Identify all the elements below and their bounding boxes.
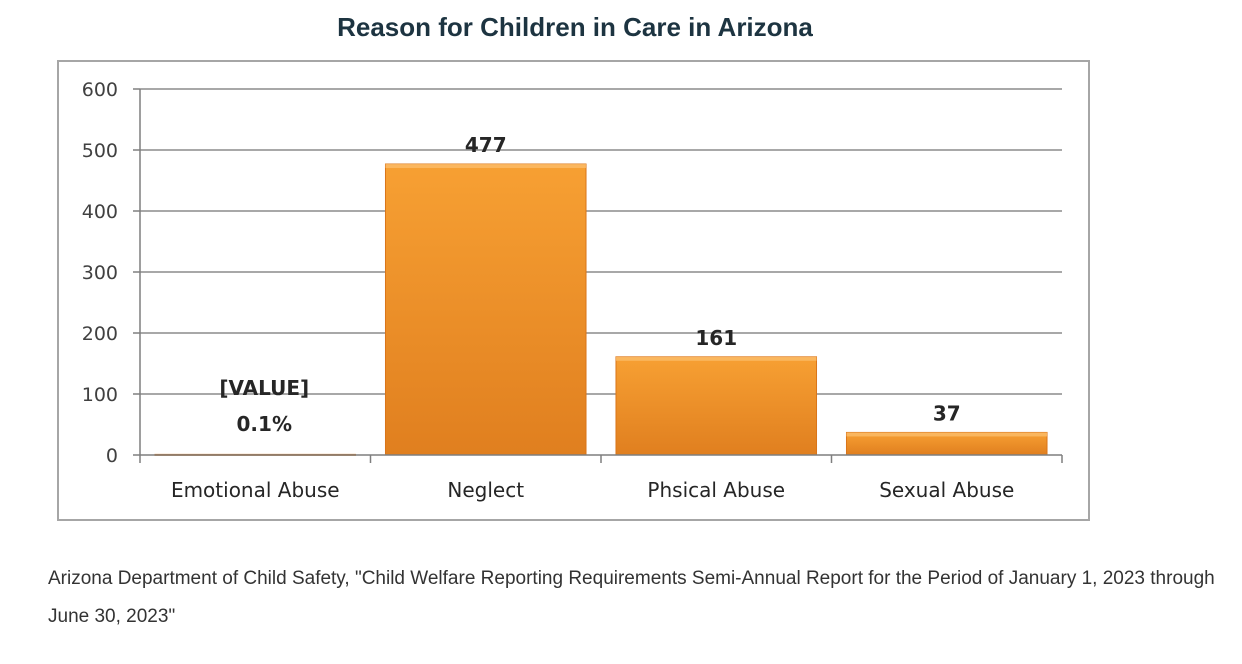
x-category-label: Neglect (447, 478, 524, 502)
bar-phsical-abuse (615, 356, 818, 456)
y-tick-label: 500 (82, 140, 118, 162)
data-label: 477 (465, 133, 507, 157)
x-category-label: Emotional Abuse (171, 478, 340, 502)
data-label: 0.1% (237, 412, 292, 436)
y-tick-label: 100 (82, 384, 118, 406)
y-tick-label: 400 (82, 201, 118, 223)
bar-highlight (385, 164, 587, 169)
y-tick-label: 0 (106, 445, 118, 467)
bar-highlight (615, 356, 817, 361)
y-tick-label: 300 (82, 262, 118, 284)
x-category-label: Sexual Abuse (879, 478, 1014, 502)
y-tick-label: 200 (82, 323, 118, 345)
chart-title: Reason for Children in Care in Arizona (337, 12, 813, 42)
bar-highlight (846, 432, 1048, 437)
source-note: Arizona Department of Child Safety, "Chi… (48, 568, 1215, 627)
x-category-label: Phsical Abuse (647, 478, 785, 502)
data-label: 161 (695, 326, 737, 350)
y-tick-label: 600 (82, 79, 118, 101)
data-label: [VALUE] (219, 376, 309, 400)
data-label: 37 (933, 401, 961, 425)
bar-neglect (384, 163, 587, 456)
